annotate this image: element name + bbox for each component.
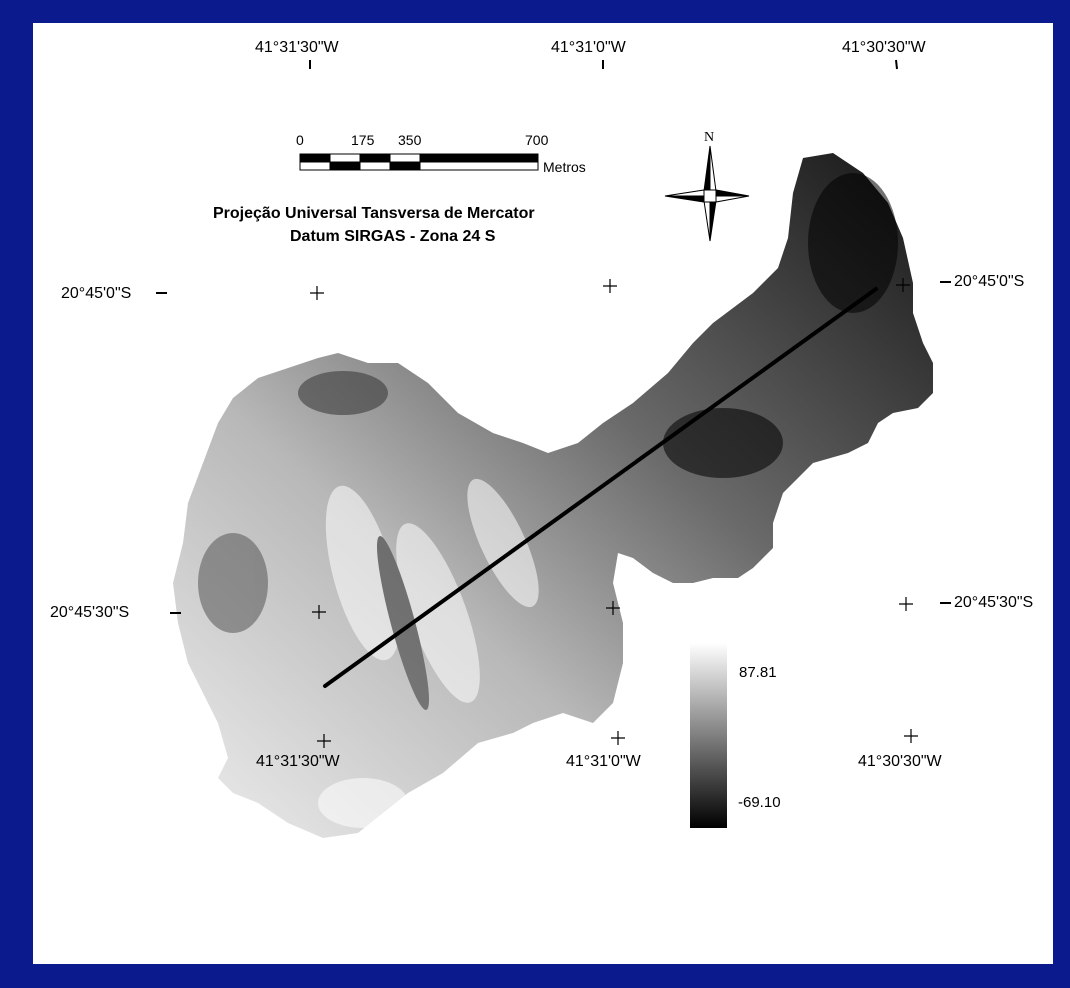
bottom-coord-center: 41°31'0"W: [566, 753, 641, 770]
legend-min: -69.10: [738, 794, 781, 811]
profile-line: [323, 287, 878, 688]
right-coord-top: 20°45'0"S: [954, 273, 1025, 290]
right-coord-bottom: 20°45'30"S: [954, 594, 1034, 611]
side-ticks: [156, 281, 951, 614]
north-arrow-icon: [664, 145, 750, 242]
top-coord-left: 41°31'30"W: [255, 39, 339, 56]
top-coord-right: 41°30'30"W: [842, 39, 926, 56]
map-graphics: [156, 59, 951, 838]
scale-bar: [299, 153, 539, 171]
bottom-coord-right: 41°30'30"W: [858, 753, 942, 770]
scale-tick-700: 700: [525, 132, 549, 148]
terrain-texture: [198, 173, 898, 828]
scale-tick-350: 350: [398, 132, 422, 148]
top-ticks: [309, 59, 898, 70]
legend-max: 87.81: [739, 664, 777, 681]
left-coord-bottom: 20°45'30"S: [50, 604, 130, 621]
scale-tick-0: 0: [296, 132, 304, 148]
top-coord-center: 41°31'0"W: [551, 39, 626, 56]
left-coord-top: 20°45'0"S: [61, 285, 132, 302]
north-label: N: [704, 130, 715, 145]
map-canvas: 41°31'30"W 41°31'0"W 41°30'30"W 41°31'30…: [33, 23, 1053, 964]
scale-tick-175: 175: [351, 132, 375, 148]
bottom-coord-left: 41°31'30"W: [256, 753, 340, 770]
graticule-crosses: [310, 278, 918, 748]
terrain-raster: [173, 153, 933, 838]
projection-datum: Datum SIRGAS - Zona 24 S: [290, 228, 496, 245]
scale-unit: Metros: [543, 159, 586, 175]
legend-ramp: [690, 643, 727, 828]
projection-title: Projeção Universal Tansversa de Mercator: [213, 205, 535, 222]
